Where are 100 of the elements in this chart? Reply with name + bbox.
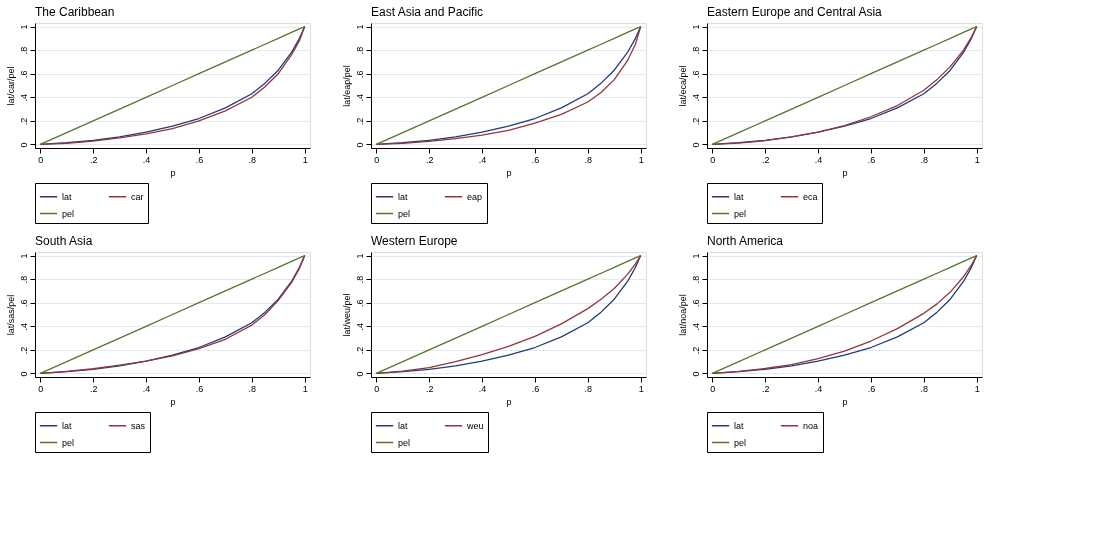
y-tick-label: .6 — [354, 70, 365, 78]
legend-label: lat — [62, 191, 72, 202]
x-tick-label: 0 — [710, 383, 716, 394]
legend-label: lat — [734, 420, 744, 431]
y-tick-label: 1 — [18, 24, 29, 30]
x-axis-title: p — [506, 167, 512, 178]
x-tick-label: .6 — [867, 383, 876, 394]
y-tick-label: .2 — [690, 346, 701, 355]
x-tick-label: .2 — [425, 383, 434, 394]
x-tick-label: .2 — [761, 154, 770, 165]
y-axis-title: lat/sas/pel — [5, 294, 16, 336]
legend-label: eap — [467, 191, 483, 202]
x-tick-label: .6 — [195, 154, 204, 165]
x-tick-label: 1 — [974, 154, 980, 165]
x-tick-label: .4 — [142, 383, 151, 394]
y-tick-label: 1 — [354, 24, 365, 30]
y-axis-title: lat/eap/pel — [341, 65, 352, 107]
line-series — [375, 254, 642, 375]
y-axis-title: lat/car/pel — [5, 66, 16, 106]
line-series — [39, 254, 306, 375]
x-tick-label: 1 — [974, 383, 980, 394]
y-tick-label: 0 — [18, 142, 29, 148]
x-tick-label: .4 — [814, 383, 823, 394]
line-series — [375, 25, 642, 146]
chart-title: Western Europe — [371, 234, 458, 248]
chart-title: East Asia and Pacific — [371, 5, 484, 19]
x-tick-label: .8 — [584, 383, 593, 394]
x-tick-label: .8 — [920, 383, 929, 394]
chart-title: Eastern Europe and Central Asia — [707, 5, 883, 19]
x-axis-title: p — [506, 396, 512, 407]
line-series — [711, 254, 978, 375]
x-axis-title: p — [170, 396, 176, 407]
x-tick-label: .8 — [584, 154, 593, 165]
x-tick-label: .4 — [142, 154, 151, 165]
legend-label: car — [131, 191, 144, 202]
x-tick-label: .2 — [89, 154, 98, 165]
x-axis-title: p — [842, 396, 848, 407]
y-axis-title: lat/weu/pel — [341, 293, 352, 337]
y-tick-label: .4 — [18, 94, 29, 102]
y-tick-label: .2 — [18, 117, 29, 126]
legend-label: eca — [803, 191, 818, 202]
line-series — [39, 25, 306, 146]
legend-label: pel — [734, 437, 747, 448]
y-tick-label: .2 — [690, 117, 701, 126]
y-tick-label: .8 — [690, 275, 701, 284]
y-tick-label: 1 — [354, 253, 365, 259]
legend-label: lat — [398, 420, 408, 431]
legend-label: lat — [62, 420, 72, 431]
x-tick-label: .6 — [867, 154, 876, 165]
y-tick-label: .6 — [690, 299, 701, 307]
x-tick-label: 0 — [38, 154, 44, 165]
x-tick-label: .6 — [531, 383, 540, 394]
legend-label: pel — [62, 208, 75, 219]
x-tick-label: .6 — [531, 154, 540, 165]
legend-label: weu — [466, 420, 484, 431]
y-tick-label: 1 — [690, 253, 701, 259]
x-tick-label: 0 — [38, 383, 44, 394]
line-series — [711, 25, 978, 146]
x-tick-label: .4 — [814, 154, 823, 165]
x-tick-label: .2 — [425, 154, 434, 165]
x-tick-label: 0 — [374, 154, 380, 165]
legend-label: noa — [803, 420, 819, 431]
x-axis-title: p — [842, 167, 848, 178]
chart-title: South Asia — [35, 234, 93, 248]
y-tick-label: .8 — [354, 46, 365, 55]
y-axis-title: lat/eca/pel — [677, 65, 688, 107]
y-tick-label: .8 — [18, 46, 29, 55]
y-tick-label: .4 — [354, 323, 365, 331]
y-tick-label: 0 — [354, 371, 365, 377]
x-tick-label: 1 — [638, 383, 644, 394]
x-tick-label: .8 — [920, 154, 929, 165]
y-axis-title: lat/noa/pel — [677, 294, 688, 336]
legend-label: pel — [62, 437, 75, 448]
y-tick-label: .2 — [354, 346, 365, 355]
y-tick-label: .2 — [354, 117, 365, 126]
x-tick-label: 1 — [302, 383, 308, 394]
x-tick-label: 0 — [710, 154, 716, 165]
y-tick-label: .6 — [690, 70, 701, 78]
x-tick-label: 1 — [638, 154, 644, 165]
y-tick-label: .4 — [354, 94, 365, 102]
legend-label: pel — [398, 437, 411, 448]
legend-label: pel — [734, 208, 747, 219]
y-tick-label: 0 — [18, 371, 29, 377]
y-tick-label: 0 — [690, 371, 701, 377]
y-tick-label: 1 — [18, 253, 29, 259]
x-axis-title: p — [170, 167, 176, 178]
legend-label: lat — [398, 191, 408, 202]
y-tick-label: .8 — [690, 46, 701, 55]
legend-label: pel — [398, 208, 411, 219]
x-tick-label: .6 — [195, 383, 204, 394]
x-tick-label: .4 — [478, 383, 487, 394]
y-tick-label: .4 — [690, 94, 701, 102]
legend-label: sas — [131, 420, 146, 431]
y-tick-label: .4 — [690, 323, 701, 331]
x-tick-label: .8 — [248, 154, 257, 165]
x-tick-label: .2 — [89, 383, 98, 394]
chart-title: North America — [707, 234, 784, 248]
legend-label: lat — [734, 191, 744, 202]
y-tick-label: .8 — [18, 275, 29, 284]
x-tick-label: .2 — [761, 383, 770, 394]
